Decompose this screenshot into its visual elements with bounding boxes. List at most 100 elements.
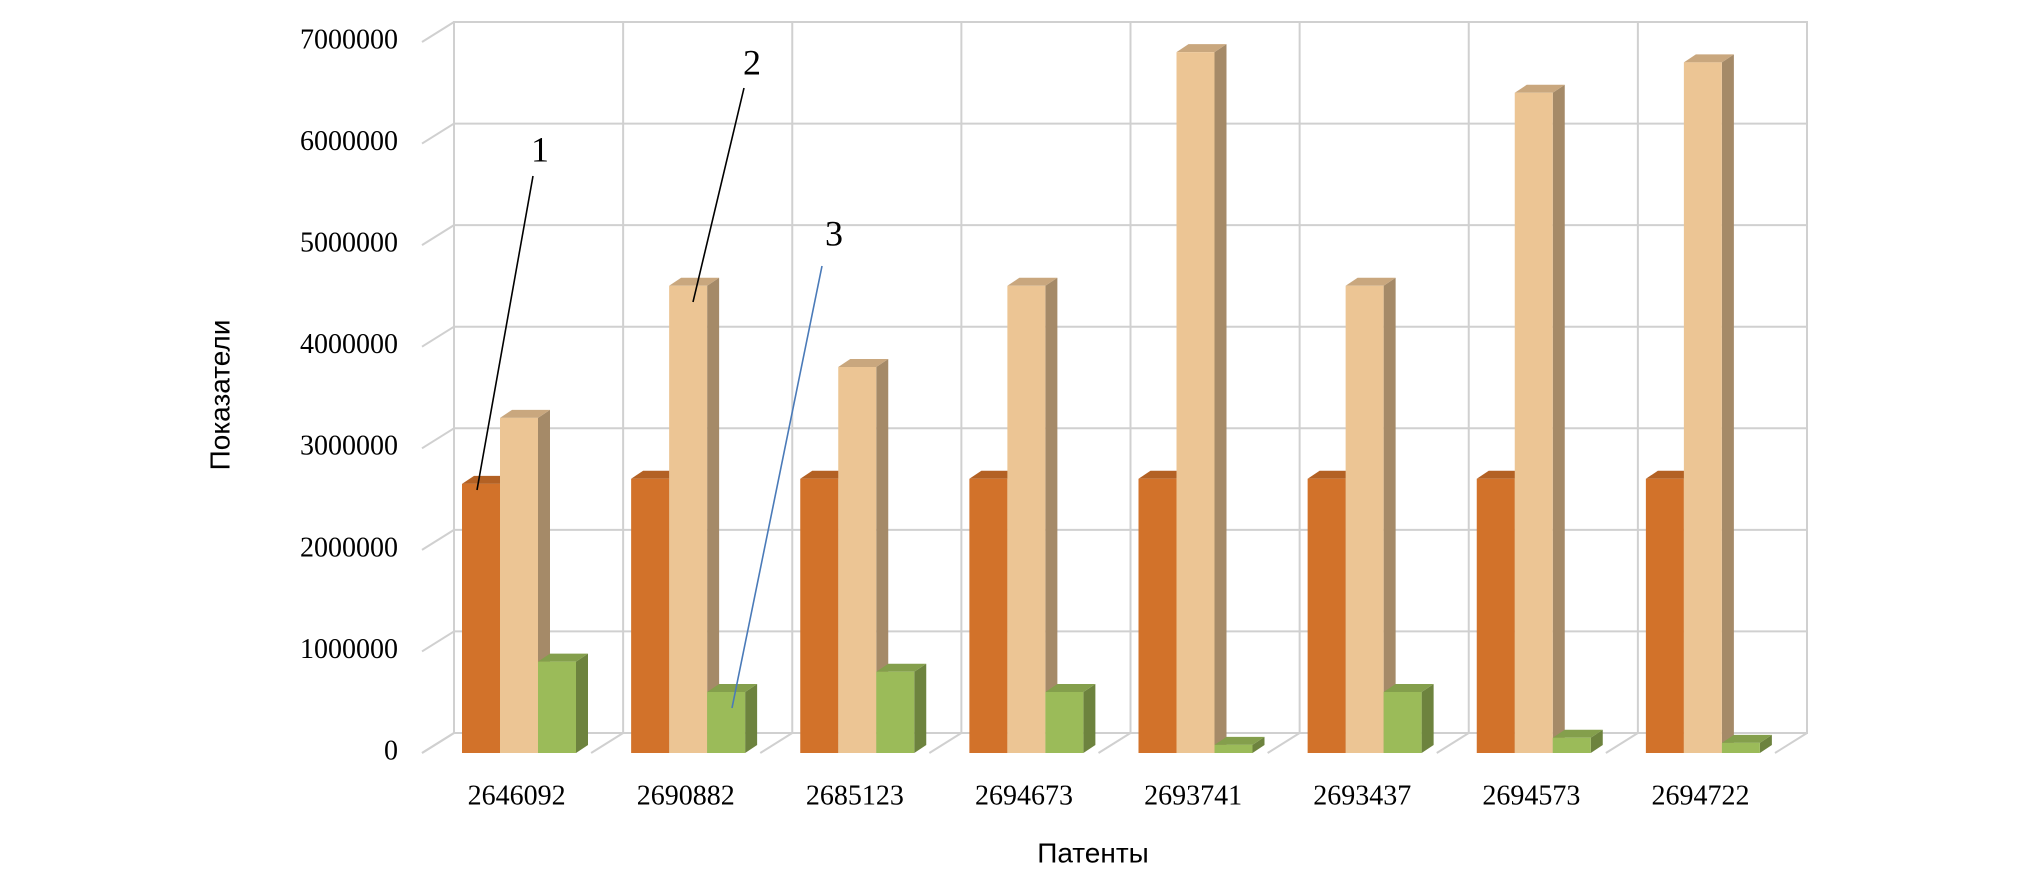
bar xyxy=(1683,54,1734,754)
bar-top xyxy=(1176,44,1227,53)
floor-line xyxy=(421,732,455,754)
floor-line xyxy=(1267,732,1301,754)
bar-front xyxy=(1345,285,1384,753)
bar xyxy=(1721,734,1772,753)
x-tick-label: 2694673 xyxy=(975,780,1073,811)
floor-line xyxy=(1436,732,1470,754)
bar-side xyxy=(745,684,758,753)
grid-line-side xyxy=(421,529,455,551)
bar-top xyxy=(1552,729,1603,738)
y-tick-label: 0 xyxy=(384,735,398,766)
bar xyxy=(876,663,927,753)
annotation-leader xyxy=(476,175,534,491)
bar-front xyxy=(876,671,915,753)
bar-top xyxy=(1383,684,1434,693)
floor-line xyxy=(1097,732,1132,754)
bar-front xyxy=(631,478,670,753)
y-tick-label: 7000000 xyxy=(300,24,398,55)
bar-side xyxy=(707,277,720,753)
bar-top xyxy=(800,470,851,479)
bar xyxy=(1045,684,1096,753)
bar-front xyxy=(462,483,500,753)
bar-side xyxy=(576,653,588,753)
bar-top xyxy=(1345,277,1396,286)
bar xyxy=(1176,44,1227,753)
bar-top xyxy=(876,663,927,672)
bar-front xyxy=(800,478,839,753)
x-tick-label: 2646092 xyxy=(468,780,566,811)
floor-line xyxy=(759,732,793,754)
bar xyxy=(538,653,588,753)
y-axis-title: Показатели xyxy=(204,320,235,471)
y-tick-label: 3000000 xyxy=(300,431,398,462)
bar-side xyxy=(1552,84,1565,754)
bar xyxy=(1552,729,1603,753)
x-tick-label: 2694722 xyxy=(1651,780,1749,811)
bar-front xyxy=(707,692,746,753)
bar-front xyxy=(1383,692,1422,753)
bar-front xyxy=(500,417,538,753)
grid-line-side xyxy=(421,630,455,653)
bar-side xyxy=(1045,277,1058,753)
y-tick-label: 4000000 xyxy=(300,329,398,360)
bar-front xyxy=(1683,62,1722,754)
bar xyxy=(1214,736,1265,753)
annotation: 2 xyxy=(743,42,761,82)
grid-line-side xyxy=(421,325,455,348)
bar-top xyxy=(1214,736,1265,745)
floor-line xyxy=(590,732,624,754)
bar-side xyxy=(914,663,927,753)
bar-top xyxy=(1307,470,1358,479)
bar-top xyxy=(1007,277,1058,286)
bar-top xyxy=(1645,470,1696,479)
x-tick-label: 2693437 xyxy=(1313,780,1411,811)
bar-front xyxy=(1645,478,1684,753)
bar xyxy=(1345,277,1396,753)
grid-line-side xyxy=(421,122,455,145)
y-tick-label: 6000000 xyxy=(300,126,398,157)
bar-side xyxy=(1759,734,1772,753)
bar-front xyxy=(538,661,576,753)
x-tick-label: 2694573 xyxy=(1482,780,1580,811)
bar-side xyxy=(1421,684,1434,753)
bar-front xyxy=(1007,285,1046,753)
bar-top xyxy=(1683,54,1734,63)
bar-front xyxy=(1176,52,1215,753)
annotation-leader xyxy=(692,87,745,303)
bar-top xyxy=(1721,734,1772,743)
y-tick-label: 5000000 xyxy=(300,228,398,259)
bar-front xyxy=(1552,737,1591,753)
bar-top xyxy=(462,475,512,484)
grid-line-side xyxy=(421,21,455,43)
x-tick-label: 2693741 xyxy=(1144,780,1242,811)
bar-side xyxy=(1721,54,1734,754)
bar-front xyxy=(1307,478,1346,753)
bar-side xyxy=(876,359,889,753)
bar-front xyxy=(1214,744,1253,753)
bar xyxy=(669,277,720,753)
bar-side xyxy=(1214,44,1227,753)
bar-top xyxy=(669,277,720,286)
bar-side xyxy=(1252,736,1265,753)
bar-top xyxy=(631,470,682,479)
bar-front xyxy=(1721,742,1760,753)
bar xyxy=(838,359,889,753)
bar xyxy=(1514,84,1565,754)
grid-line-side xyxy=(421,427,455,450)
bar xyxy=(1383,684,1434,753)
bar-front xyxy=(1476,478,1515,753)
bar-top xyxy=(707,684,758,693)
bar xyxy=(707,684,758,753)
bar-front xyxy=(1138,478,1177,753)
bar-front xyxy=(838,367,877,753)
annotation: 3 xyxy=(825,213,843,253)
bar-top xyxy=(1138,470,1189,479)
bar-side xyxy=(1383,277,1396,753)
bar-top xyxy=(838,359,889,368)
floor-line xyxy=(1605,732,1639,754)
floor-line xyxy=(928,732,962,754)
floor-line xyxy=(1774,732,1808,754)
y-tick-label: 2000000 xyxy=(300,532,398,563)
bar-top xyxy=(1476,470,1527,479)
